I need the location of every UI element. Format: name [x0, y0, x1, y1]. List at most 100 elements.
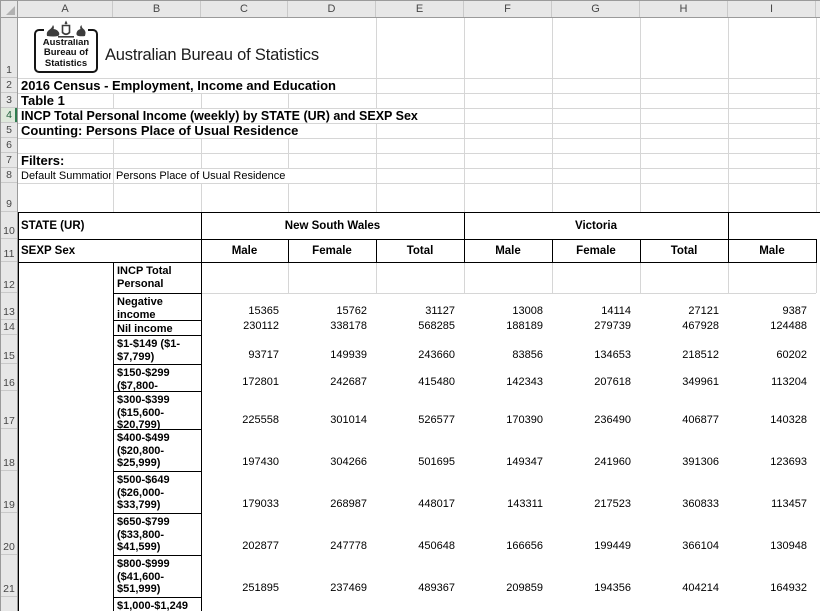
row-header-20[interactable]: 20: [1, 513, 17, 555]
row-header-9[interactable]: 9: [1, 183, 17, 212]
data-cell[interactable]: 199449: [552, 513, 640, 555]
data-cell[interactable]: 123693: [728, 429, 816, 471]
data-cell[interactable]: 301014: [288, 391, 376, 429]
data-cell[interactable]: 467928: [640, 320, 728, 335]
data-cell[interactable]: 243660: [376, 335, 464, 364]
data-cell[interactable]: 143311: [464, 471, 552, 513]
data-cell[interactable]: 225558: [201, 391, 288, 429]
sex-header-nsw-male[interactable]: Male: [201, 240, 288, 262]
data-cell[interactable]: 217523: [552, 471, 640, 513]
data-cell[interactable]: 113204: [728, 364, 816, 391]
income-label-negative[interactable]: Negative income: [114, 294, 201, 320]
data-cell[interactable]: 489367: [376, 555, 464, 597]
data-cell[interactable]: 134653: [552, 335, 640, 364]
data-cell[interactable]: 31127: [376, 293, 464, 320]
title-cell-census[interactable]: 2016 Census - Employment, Income and Edu…: [21, 79, 336, 93]
state-header-victoria[interactable]: Victoria: [465, 213, 727, 239]
row-header-6[interactable]: 6: [1, 138, 17, 153]
sex-header-vic-total[interactable]: Total: [640, 240, 728, 262]
data-cell[interactable]: 526577: [376, 391, 464, 429]
data-cell[interactable]: 268987: [288, 471, 376, 513]
column-header-partial[interactable]: [816, 1, 820, 17]
title-cell-table1[interactable]: Table 1: [21, 94, 65, 108]
data-cell[interactable]: 207618: [552, 364, 640, 391]
income-label-1-149[interactable]: $1-$149 ($1- $7,799): [114, 336, 201, 364]
data-cell[interactable]: 14114: [552, 293, 640, 320]
data-cell[interactable]: 172801: [201, 364, 288, 391]
sex-header-next-male[interactable]: Male: [728, 240, 816, 262]
row-header-16[interactable]: 16: [1, 364, 17, 391]
data-cell[interactable]: 251895: [201, 555, 288, 597]
income-label-150-299[interactable]: $150-$299 ($7,800-: [114, 365, 201, 391]
data-cell[interactable]: 15365: [201, 293, 288, 320]
data-cell[interactable]: 279739: [552, 320, 640, 335]
column-header-h[interactable]: H: [640, 1, 728, 17]
data-cell[interactable]: 113457: [728, 471, 816, 513]
income-label-650-799[interactable]: $650-$799 ($33,800- $41,599): [114, 514, 201, 555]
data-cell[interactable]: 197430: [201, 429, 288, 471]
data-cell[interactable]: 366104: [640, 513, 728, 555]
data-cell[interactable]: 568285: [376, 320, 464, 335]
data-cell[interactable]: 236490: [552, 391, 640, 429]
row-header-19[interactable]: 19: [1, 471, 17, 513]
income-label-measure[interactable]: INCP Total Personal: [114, 263, 201, 293]
data-cell[interactable]: 247778: [288, 513, 376, 555]
data-cell[interactable]: 83856: [464, 335, 552, 364]
column-header-b[interactable]: B: [113, 1, 201, 17]
row-header-2[interactable]: 2: [1, 78, 17, 93]
row-header-1[interactable]: 1: [1, 18, 17, 78]
data-cell[interactable]: 140328: [728, 391, 816, 429]
data-cell[interactable]: 448017: [376, 471, 464, 513]
sex-header-vic-male[interactable]: Male: [464, 240, 552, 262]
row-header-11[interactable]: 11: [1, 239, 17, 262]
row-header-15[interactable]: 15: [1, 335, 17, 364]
sex-header-vic-female[interactable]: Female: [552, 240, 640, 262]
income-label-400-499[interactable]: $400-$499 ($20,800- $25,999): [114, 430, 201, 471]
data-cell[interactable]: 404214: [640, 555, 728, 597]
data-cell[interactable]: 450648: [376, 513, 464, 555]
column-header-e[interactable]: E: [376, 1, 464, 17]
sex-header-nsw-female[interactable]: Female: [288, 240, 376, 262]
data-cell[interactable]: 349961: [640, 364, 728, 391]
sexp-sex-header[interactable]: SEXP Sex: [21, 240, 199, 262]
row-header-3[interactable]: 3: [1, 93, 17, 108]
data-cell[interactable]: 13008: [464, 293, 552, 320]
data-cell[interactable]: 9387: [728, 293, 816, 320]
data-cell[interactable]: 406877: [640, 391, 728, 429]
data-cell[interactable]: 415480: [376, 364, 464, 391]
data-cell[interactable]: 218512: [640, 335, 728, 364]
data-cell[interactable]: 27121: [640, 293, 728, 320]
title-cell-incp[interactable]: INCP Total Personal Income (weekly) by S…: [21, 109, 418, 123]
data-cell[interactable]: 142343: [464, 364, 552, 391]
income-label-800-999[interactable]: $800-$999 ($41,600- $51,999): [114, 556, 201, 597]
row-header-21[interactable]: 21: [1, 555, 17, 597]
sex-header-nsw-total[interactable]: Total: [376, 240, 464, 262]
data-cell[interactable]: 241960: [552, 429, 640, 471]
row-header-13[interactable]: 13: [1, 293, 17, 320]
select-all-corner[interactable]: [1, 1, 18, 18]
data-cell[interactable]: 391306: [640, 429, 728, 471]
column-header-g[interactable]: G: [552, 1, 640, 17]
row-header-7[interactable]: 7: [1, 153, 17, 168]
column-header-i[interactable]: I: [728, 1, 816, 17]
data-cell[interactable]: 60202: [728, 335, 816, 364]
column-header-f[interactable]: F: [464, 1, 552, 17]
column-header-a[interactable]: A: [18, 1, 113, 17]
row-header-10[interactable]: 10: [1, 212, 17, 239]
row-header-14[interactable]: 14: [1, 320, 17, 335]
data-cell[interactable]: 170390: [464, 391, 552, 429]
title-cell-counting[interactable]: Counting: Persons Place of Usual Residen…: [21, 124, 298, 138]
column-header-d[interactable]: D: [288, 1, 376, 17]
data-cell[interactable]: 338178: [288, 320, 376, 335]
data-cell[interactable]: 124488: [728, 320, 816, 335]
data-cell[interactable]: 149939: [288, 335, 376, 364]
column-header-c[interactable]: C: [201, 1, 288, 17]
row-header-4-selected[interactable]: 4: [1, 108, 17, 123]
row-header-8[interactable]: 8: [1, 168, 17, 183]
data-cell[interactable]: 230112: [201, 320, 288, 335]
income-label-nil[interactable]: Nil income: [114, 321, 201, 335]
data-cell[interactable]: 130948: [728, 513, 816, 555]
data-cell[interactable]: 179033: [201, 471, 288, 513]
row-header-17[interactable]: 17: [1, 391, 17, 429]
data-cell[interactable]: 15762: [288, 293, 376, 320]
